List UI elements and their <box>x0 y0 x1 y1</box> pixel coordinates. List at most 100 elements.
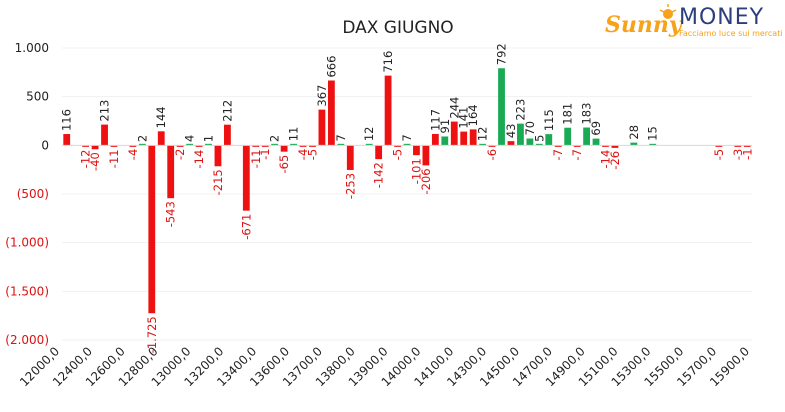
bar <box>441 136 449 146</box>
data-label: 7 <box>400 134 414 141</box>
bar <box>715 145 723 147</box>
bar <box>743 145 751 147</box>
bar <box>469 129 477 146</box>
data-label: -1.725 <box>145 316 159 353</box>
bar <box>346 145 354 170</box>
bar <box>365 143 373 146</box>
data-label: 223 <box>513 99 527 121</box>
bar <box>148 145 156 314</box>
data-label: -4 <box>296 149 310 160</box>
data-label: 91 <box>438 119 452 134</box>
data-label: -671 <box>239 214 253 240</box>
y-tick-label: 0 <box>41 138 49 152</box>
bar <box>101 124 108 146</box>
bar <box>526 138 534 146</box>
data-label: -2 <box>173 149 187 160</box>
bar <box>384 75 392 146</box>
brand-sunny: Sunny <box>605 12 684 38</box>
bar <box>214 145 222 167</box>
brand-money: MONEY <box>679 5 764 30</box>
bar <box>498 68 505 146</box>
data-label: 716 <box>381 51 395 73</box>
bar <box>583 127 590 146</box>
data-label: -65 <box>277 155 291 174</box>
bar <box>91 145 99 150</box>
data-label: -253 <box>343 173 357 199</box>
data-label: 164 <box>466 104 480 126</box>
data-label: 115 <box>542 109 556 131</box>
data-label: 69 <box>589 121 603 136</box>
bar <box>554 145 562 147</box>
bar <box>224 124 231 146</box>
data-label: -14 <box>598 150 612 169</box>
data-label: 11 <box>287 127 301 142</box>
y-tick-label: (2.000) <box>5 333 49 347</box>
bar <box>592 138 600 146</box>
bar <box>242 145 250 211</box>
y-tick-label: 1.000 <box>15 41 49 55</box>
bar <box>205 143 212 146</box>
y-tick-label: (500) <box>17 187 49 201</box>
data-label: 7 <box>334 134 348 141</box>
bar <box>535 143 543 146</box>
y-axis: 1.000 500 0 (500) (1.000) (1.500) (2.000) <box>5 41 49 347</box>
data-label: -26 <box>608 151 622 170</box>
data-label: 244 <box>447 97 461 119</box>
bar <box>507 141 515 146</box>
bar <box>611 145 619 148</box>
data-label: -5 <box>305 149 319 160</box>
bar <box>271 143 279 146</box>
bar <box>167 145 175 199</box>
bars <box>63 68 751 314</box>
bar <box>138 143 146 146</box>
data-label: 116 <box>60 109 74 131</box>
grid-lines <box>62 47 752 341</box>
bar <box>403 143 411 146</box>
chart-title: DAX GIUGNO <box>342 18 453 38</box>
data-label: -543 <box>164 201 178 227</box>
data-label: 213 <box>98 100 112 122</box>
data-label: 15 <box>646 126 660 141</box>
data-label: -3 <box>731 149 745 160</box>
data-label: 2 <box>135 135 149 142</box>
brand-logo: Sunny MONEY Facciamo luce sui mercati <box>605 4 783 38</box>
y-tick-label: (1.500) <box>5 284 49 298</box>
data-label: 5 <box>532 135 546 142</box>
bar <box>431 133 439 146</box>
data-label: -11 <box>249 149 263 168</box>
data-label: 2 <box>268 135 282 142</box>
bar <box>517 123 524 146</box>
data-label: -12 <box>79 150 93 169</box>
y-tick-label: 500 <box>26 90 49 104</box>
bar <box>82 145 90 147</box>
data-label: 183 <box>580 103 594 125</box>
bar <box>488 145 496 147</box>
bar <box>734 145 742 147</box>
bar <box>450 121 458 146</box>
bar <box>252 145 260 147</box>
data-label: 141 <box>457 107 471 129</box>
data-label: 666 <box>324 56 338 78</box>
bar <box>195 145 203 147</box>
bar <box>649 143 657 146</box>
bar <box>394 145 401 147</box>
data-label: 1 <box>202 135 216 142</box>
bar <box>290 143 297 146</box>
data-label: 70 <box>523 121 537 136</box>
data-label: 117 <box>428 109 442 131</box>
bar <box>309 145 316 147</box>
bar <box>157 131 165 146</box>
sun-icon <box>659 4 677 19</box>
bar <box>602 145 609 147</box>
data-label: -1 <box>740 148 754 159</box>
data-label: 181 <box>561 103 575 125</box>
bar <box>318 109 326 146</box>
data-label: -7 <box>570 149 584 160</box>
data-label: 12 <box>476 127 490 142</box>
data-label: 4 <box>183 135 197 142</box>
data-label: -11 <box>107 149 121 168</box>
data-label: 28 <box>627 125 641 140</box>
bar <box>422 145 430 166</box>
brand-tagline: Facciamo luce sui mercati <box>679 29 783 38</box>
